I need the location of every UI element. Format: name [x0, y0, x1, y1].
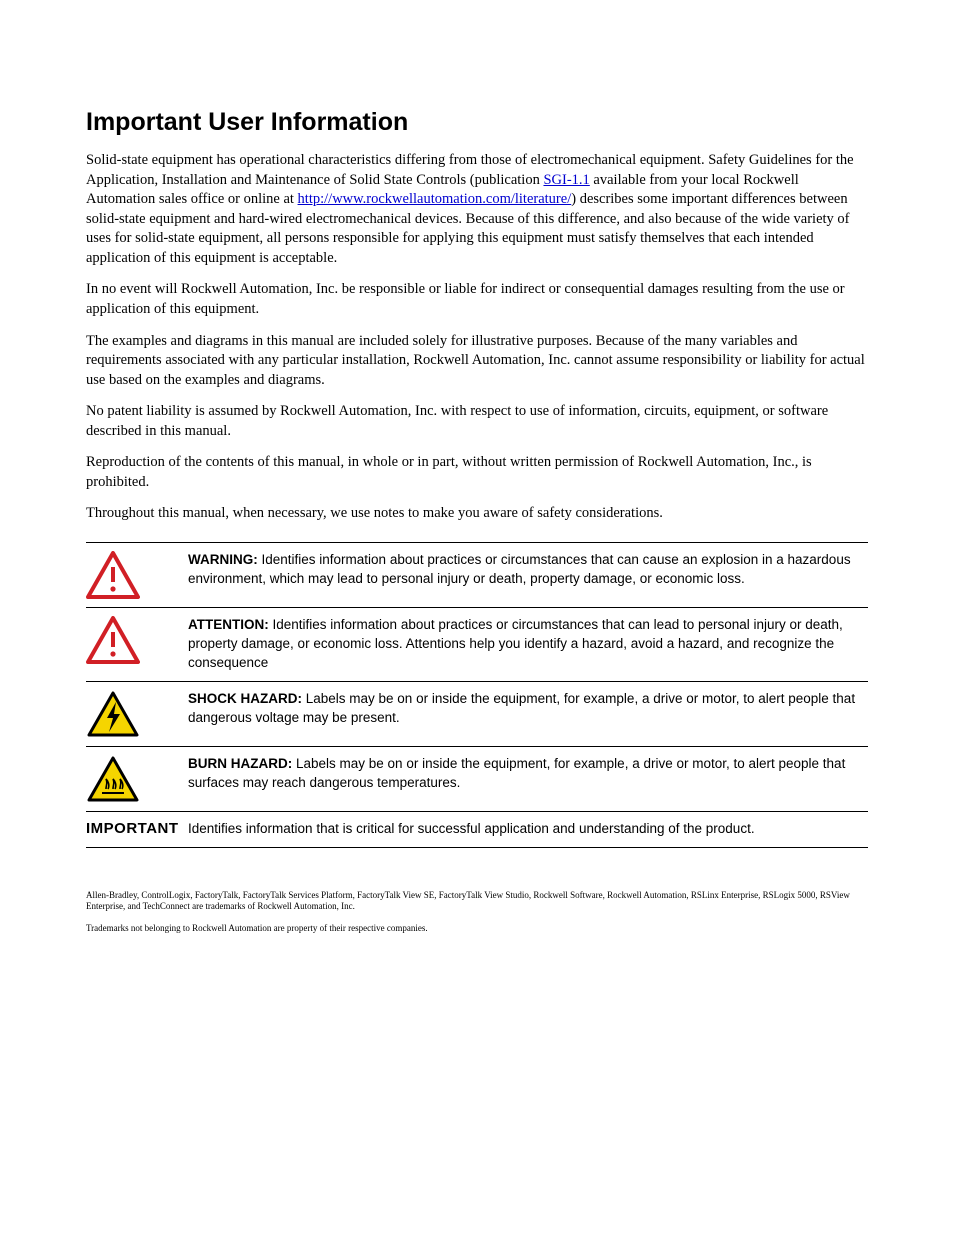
shock-triangle-icon — [86, 690, 140, 738]
paragraph-1: Solid-state equipment has operational ch… — [86, 151, 868, 268]
link-literature[interactable]: http://www.rockwellautomation.com/litera… — [298, 191, 572, 207]
legal-trademarks: Allen-Bradley, ControlLogix, FactoryTalk… — [86, 890, 868, 913]
shock-icon-cell — [86, 681, 188, 746]
paragraph-2: In no event will Rockwell Automation, In… — [86, 280, 868, 319]
warning-icon-cell — [86, 543, 188, 608]
warning-label: WARNING: — [188, 552, 258, 567]
hazard-table: WARNING: Identifies information about pr… — [86, 542, 868, 848]
hazard-row-shock: SHOCK HAZARD: Labels may be on or inside… — [86, 681, 868, 746]
important-text-cell: Identifies information that is critical … — [188, 811, 868, 847]
attention-icon-cell — [86, 608, 188, 682]
legal-other-trademarks: Trademarks not belonging to Rockwell Aut… — [86, 923, 868, 935]
burn-triangle-icon — [86, 755, 140, 803]
legal-block: Allen-Bradley, ControlLogix, FactoryTalk… — [86, 890, 868, 935]
important-label: IMPORTANT — [86, 820, 179, 837]
shock-text-cell: SHOCK HAZARD: Labels may be on or inside… — [188, 681, 868, 746]
burn-text-cell: BURN HAZARD: Labels may be on or inside … — [188, 746, 868, 811]
warning-triangle-icon — [86, 551, 140, 599]
important-label-cell: IMPORTANT — [86, 811, 188, 847]
warning-text: Identifies information about practices o… — [188, 552, 851, 586]
paragraph-5: Reproduction of the contents of this man… — [86, 453, 868, 492]
attention-text-cell: ATTENTION: Identifies information about … — [188, 608, 868, 682]
important-text: Identifies information that is critical … — [188, 821, 755, 836]
hazard-row-important: IMPORTANT Identifies information that is… — [86, 811, 868, 847]
page-title: Important User Information — [86, 108, 868, 137]
paragraph-6: Throughout this manual, when necessary, … — [86, 504, 868, 524]
burn-icon-cell — [86, 746, 188, 811]
attention-triangle-icon — [86, 616, 140, 664]
document-page: Important User Information Solid-state e… — [0, 0, 954, 1235]
shock-label: SHOCK HAZARD: — [188, 691, 302, 706]
link-sgi[interactable]: SGI-1.1 — [543, 172, 589, 188]
hazard-row-burn: BURN HAZARD: Labels may be on or inside … — [86, 746, 868, 811]
warning-text-cell: WARNING: Identifies information about pr… — [188, 543, 868, 608]
hazard-row-warning: WARNING: Identifies information about pr… — [86, 543, 868, 608]
attention-text: Identifies information about practices o… — [188, 617, 843, 670]
burn-label: BURN HAZARD: — [188, 756, 292, 771]
paragraph-3: The examples and diagrams in this manual… — [86, 332, 868, 391]
hazard-row-attention: ATTENTION: Identifies information about … — [86, 608, 868, 682]
attention-label: ATTENTION: — [188, 617, 269, 632]
paragraph-4: No patent liability is assumed by Rockwe… — [86, 402, 868, 441]
